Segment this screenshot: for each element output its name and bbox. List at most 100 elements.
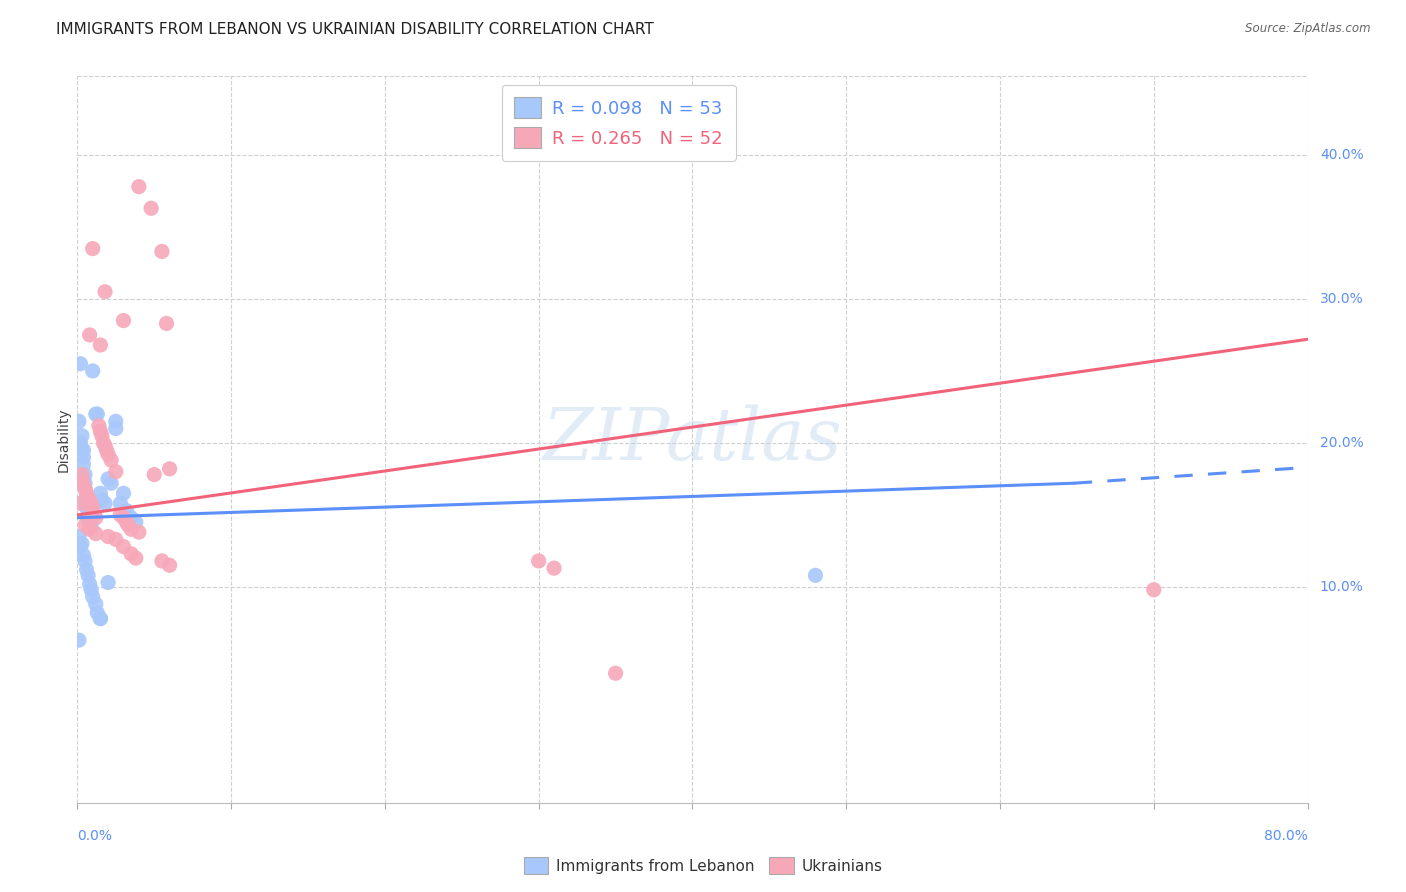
Point [77, 491, 100, 505]
Point [70, 428, 93, 442]
Point [1143, 582, 1166, 597]
Point [73, 476, 96, 491]
Point [84, 510, 107, 524]
Point [73, 554, 96, 568]
Point [83, 508, 105, 522]
Text: 20.0%: 20.0% [1320, 436, 1364, 450]
Point [104, 421, 127, 435]
Point [89, 611, 111, 625]
Point [87, 418, 110, 433]
Point [804, 568, 827, 582]
Point [90, 493, 114, 508]
Text: ZIPatlas: ZIPatlas [543, 404, 842, 475]
Point [82, 242, 104, 256]
Y-axis label: Disability: Disability [56, 407, 70, 472]
Point [112, 540, 135, 554]
Point [69, 436, 91, 450]
Point [89, 611, 111, 625]
Point [70, 537, 93, 551]
Point [77, 508, 100, 522]
Text: 0.0%: 0.0% [77, 829, 112, 843]
Point [90, 428, 114, 442]
Point [76, 563, 98, 577]
Point [77, 500, 100, 515]
Point [128, 525, 150, 540]
Point [97, 472, 120, 486]
Point [89, 338, 111, 352]
Point [82, 505, 104, 519]
Text: IMMIGRANTS FROM LEBANON VS UKRAINIAN DISABILITY CORRELATION CHART: IMMIGRANTS FROM LEBANON VS UKRAINIAN DIS… [56, 22, 654, 37]
Point [77, 510, 100, 524]
Point [159, 462, 181, 476]
Point [72, 476, 94, 491]
Point [67, 633, 90, 648]
Point [82, 364, 104, 378]
Point [73, 482, 96, 496]
Point [76, 486, 98, 500]
Point [155, 317, 177, 331]
Point [150, 554, 173, 568]
Point [112, 313, 135, 327]
Point [97, 447, 120, 461]
Point [73, 467, 96, 482]
Point [77, 568, 100, 582]
Point [82, 500, 104, 515]
Point [94, 496, 117, 510]
Point [112, 486, 135, 500]
Point [80, 518, 103, 533]
Point [115, 515, 138, 529]
Point [527, 554, 550, 568]
Point [79, 510, 101, 524]
Point [72, 458, 94, 472]
Point [80, 496, 103, 510]
Point [112, 510, 135, 524]
Point [120, 547, 142, 561]
Point [110, 496, 132, 510]
Point [150, 244, 173, 259]
Legend: Immigrants from Lebanon, Ukrainians: Immigrants from Lebanon, Ukrainians [517, 851, 889, 880]
Point [72, 450, 94, 465]
Point [84, 407, 107, 421]
Point [120, 510, 142, 524]
Text: Source: ZipAtlas.com: Source: ZipAtlas.com [1246, 22, 1371, 36]
Point [80, 521, 103, 535]
Point [84, 526, 107, 541]
Point [70, 443, 93, 458]
Point [159, 558, 181, 573]
Point [128, 179, 150, 194]
Point [120, 522, 142, 536]
Point [72, 548, 94, 562]
Point [76, 491, 98, 505]
Point [96, 443, 118, 458]
Point [79, 577, 101, 591]
Text: 10.0%: 10.0% [1320, 580, 1364, 594]
Point [67, 414, 90, 428]
Point [73, 518, 96, 533]
Point [69, 540, 91, 554]
Text: 30.0%: 30.0% [1320, 292, 1364, 306]
Point [79, 493, 101, 508]
Point [100, 476, 122, 491]
Point [115, 503, 138, 517]
Point [605, 666, 627, 681]
Point [80, 582, 103, 597]
Point [104, 533, 127, 547]
Point [76, 500, 98, 515]
Point [70, 467, 93, 482]
Point [543, 561, 565, 575]
Point [125, 515, 148, 529]
Point [97, 575, 120, 590]
Legend: R = 0.098   N = 53, R = 0.265   N = 52: R = 0.098 N = 53, R = 0.265 N = 52 [502, 85, 735, 161]
Point [76, 496, 98, 510]
Point [72, 443, 94, 458]
Point [97, 529, 120, 543]
Point [89, 486, 111, 500]
Point [93, 436, 115, 450]
Point [69, 357, 91, 371]
Point [84, 597, 107, 611]
Point [79, 522, 101, 536]
Point [94, 439, 117, 453]
Point [125, 551, 148, 566]
Point [67, 529, 90, 543]
Point [104, 465, 127, 479]
